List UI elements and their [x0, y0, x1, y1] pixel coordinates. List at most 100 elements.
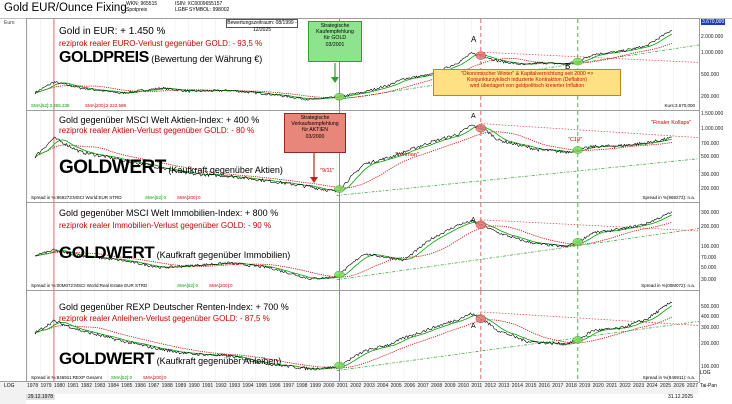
year-label: 2015 — [525, 383, 537, 389]
panel-gold-vs-stocks: Gold gegenüber MSCI Welt Aktien-Index: +… — [26, 110, 700, 204]
sma200-line — [34, 131, 672, 189]
panel-4-spread-value: Spread in %(846911): n.a. — [642, 375, 695, 380]
panel-1-tick-3: 500.000 — [701, 72, 720, 78]
year-label: 1988 — [161, 383, 173, 389]
year-label: 2021 — [606, 383, 618, 389]
year-label: 1979 — [40, 383, 52, 389]
valuation-period-box: Bewertungszeitraum: 08/1999 - 12/2025 — [226, 19, 298, 33]
year-label: 1995 — [255, 383, 268, 389]
year-label: 2000 — [323, 383, 335, 389]
panel-2-point-a-label: A — [471, 113, 476, 120]
year-label: 1987 — [148, 383, 160, 389]
panel-3-headline: Gold gegenüber MSCI Welt Immobilien-Inde… — [59, 208, 279, 218]
panel-4-sma200: SMA[200]:0 — [143, 375, 167, 380]
panel-4-big-sub: (Kaufkraft gegenüber Anleihen) — [154, 356, 282, 366]
panel-1-tick-4: 200.000 — [701, 94, 720, 100]
resistance-trendline — [480, 51, 699, 63]
panel-4-point-a-label: A — [471, 323, 476, 330]
year-label: 1980 — [53, 383, 66, 389]
year-label: 1999 — [309, 383, 321, 389]
sma200-line — [35, 221, 672, 278]
panel-3-point-a-label: A — [471, 217, 476, 224]
software-label: Tai-Pan — [700, 383, 717, 389]
panel-1-price: Kurs:3.670,000 — [664, 103, 695, 108]
sma200-line — [34, 316, 672, 369]
point-b-label: B — [565, 62, 571, 71]
panel-2-sma52: SMA[52]:0 — [145, 195, 167, 200]
year-label: 2020 — [592, 383, 604, 389]
panel-1-sma200: SMA[200]:2.222,598 — [85, 103, 127, 108]
wkn-label: WKN: 965515 — [126, 1, 158, 7]
annotation-c19: "C19" — [568, 137, 582, 143]
symbol-label: SYMBOL: 998002 — [189, 7, 230, 13]
year-label: 1996 — [269, 383, 281, 389]
year-label: 1993 — [229, 383, 241, 389]
low-2001-marker — [334, 92, 345, 101]
low-2001-marker — [334, 185, 345, 193]
panel-3-tick-2: 200.000 — [701, 224, 720, 230]
year-label: 2006 — [404, 383, 416, 389]
year-label: 2026 — [673, 383, 685, 389]
panel-1-axis: 3.670,000 2.000.000 1.000.000 500.000 20… — [698, 18, 732, 110]
panel-1-tick-1: 2.000.000 — [701, 34, 724, 40]
year-label: 1985 — [121, 383, 133, 389]
panel-4-headline: Gold gegenüber REXP Deutscher Renten-Ind… — [59, 302, 289, 312]
panel-1-tick-2: 1.000.000 — [701, 50, 724, 56]
buy-box-line-4: 03/2001 — [325, 41, 345, 48]
economic-winter-note: "Ökonomischer Winter" & Kapitalvernichtu… — [433, 69, 621, 96]
panel-gold-price: Gold in EUR: + 1.450 % reziprok realer E… — [26, 18, 700, 112]
price-line — [34, 29, 672, 101]
sma52-line — [34, 126, 672, 191]
start-date: 29.12.1978 — [26, 394, 56, 400]
resistance-trendline — [480, 123, 699, 138]
year-label: 2016 — [538, 383, 550, 389]
sell-box-line-3: für AKTIEN — [302, 127, 328, 134]
panel-4-tick-2: 400.000 — [701, 314, 720, 320]
support-trendline — [336, 228, 699, 281]
year-label: 1982 — [80, 383, 92, 389]
panel-1-headline: Gold in EUR: + 1.450 % — [59, 26, 166, 37]
buy-box-line-2: Kaufempfehlung — [316, 29, 354, 36]
year-label: 1981 — [67, 383, 79, 389]
panel-4-axis: 500.000 400.000 300.000 200.000 100.000 — [698, 290, 732, 381]
panel-3-spread-label: Spread in %:00M072:MSCI World:Real Estat… — [31, 283, 148, 288]
panel-gold-vs-stocks-plot — [27, 111, 699, 203]
end-date: 31.12.2025 — [668, 394, 694, 400]
left-scale-column: Euro — [0, 18, 26, 378]
sell-box-line-4: 03/2000 — [305, 133, 325, 140]
panel-4-big-label: GOLDWERT (Kaufkraft gegenüber Anleihen) — [59, 349, 281, 369]
panel-2-tick-4: 500.000 — [701, 154, 720, 160]
title-bar: Gold EUR/Ounce Fixing WKN: 965515 Spotpr… — [0, 0, 732, 19]
year-label: 1994 — [242, 383, 254, 389]
year-label: 2012 — [484, 383, 496, 389]
sell-box-line-2: Verkaufsempfehlung — [291, 121, 339, 128]
panel-3-tick-4: 70.000 — [701, 255, 717, 261]
isin-label: ISIN: XC0009655157 — [175, 1, 223, 7]
sell-box-line-1: Strategische — [300, 115, 330, 121]
year-label: 1992 — [215, 383, 227, 389]
panel-3-spread-value: Spread in %(00M072): n.a. — [641, 283, 695, 288]
year-label: 2024 — [646, 383, 658, 389]
low-2019-marker — [572, 336, 584, 344]
note-line-1: "Ökonomischer Winter" & Kapitalvernichtu… — [460, 71, 594, 77]
panel-3-big-label: GOLDWERT (Kaufkraft gegenüber Immobilien… — [59, 243, 290, 263]
panel-2-tick-1: 1.500.000 — [701, 111, 724, 117]
year-label: 2014 — [511, 383, 523, 389]
year-label: 2008 — [431, 383, 443, 389]
year-label: 2027 — [686, 383, 698, 389]
buy-arrow-head — [331, 77, 339, 83]
panel-4-sma52: SMA[52]:0 — [111, 375, 133, 380]
chart-title: Gold EUR/Ounce Fixing — [4, 2, 127, 14]
point-a-label: A — [471, 35, 477, 44]
resistance-trendline — [480, 219, 699, 232]
currency-label: Euro — [4, 20, 15, 26]
note-line-3: wird überlagert von geldpolitisch kreier… — [469, 83, 585, 90]
year-label: 1978 — [27, 383, 39, 389]
peak-2011-marker — [475, 123, 487, 133]
sell-recommendation-box: Strategische Verkaufsempfehlung für AKTI… — [284, 113, 346, 153]
panel-2-tick-5: 300.000 — [701, 172, 720, 178]
panel-1-reciprocal: reziprok realer EURO-Verlust gegenüber G… — [59, 39, 263, 48]
panel-2-big-sub: (Kaufkraft gegenüber Aktien) — [165, 165, 283, 175]
panel-3-tick-6: 30.000 — [701, 277, 717, 283]
sell-arrow-head — [310, 177, 318, 183]
